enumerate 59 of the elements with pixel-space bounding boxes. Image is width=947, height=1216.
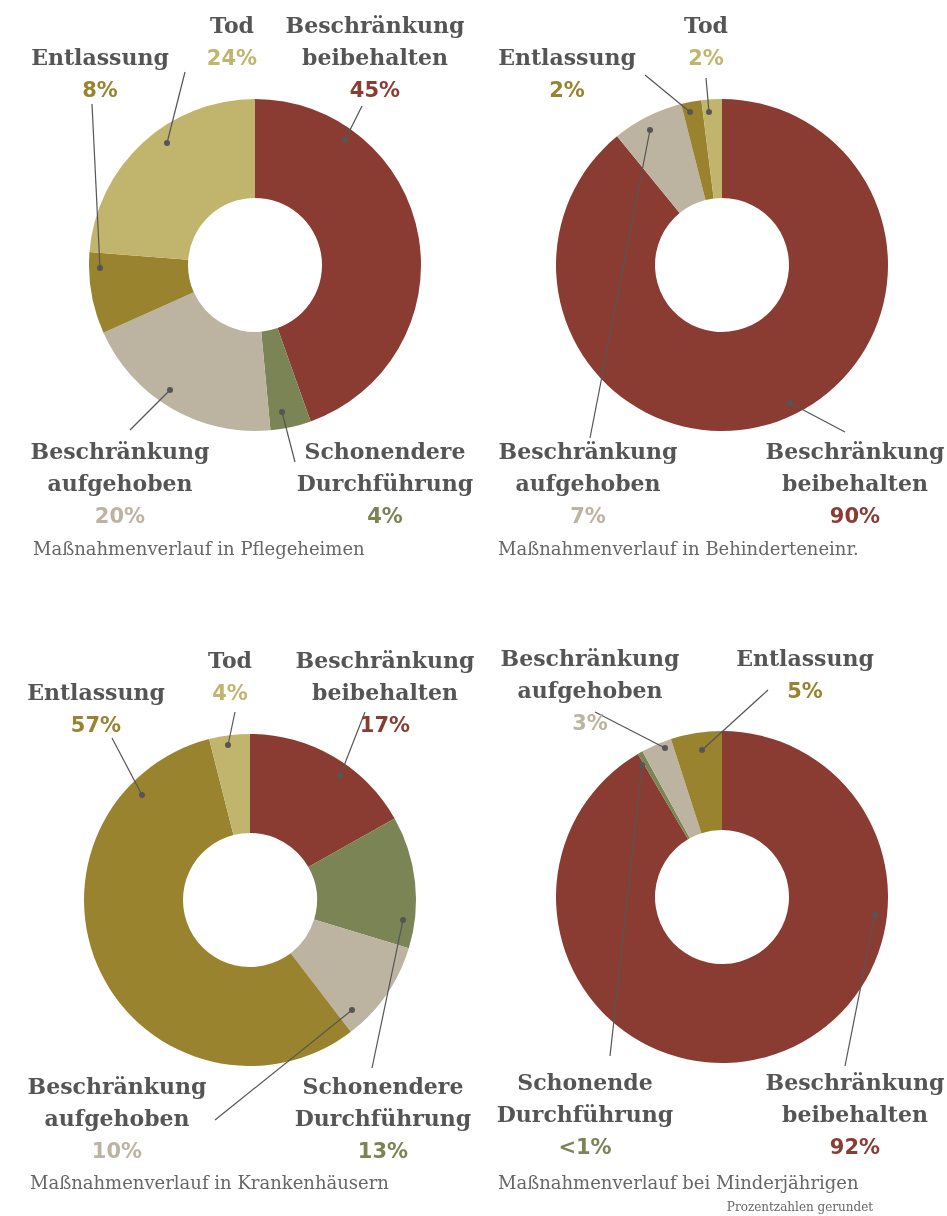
donut-slice bbox=[617, 104, 706, 214]
data-label: 17% bbox=[359, 713, 411, 737]
donut-slice bbox=[556, 99, 888, 431]
slice-label: Entlassung bbox=[31, 44, 169, 70]
slice-label: Schonendere Durchführung bbox=[294, 1073, 472, 1131]
donut-slice bbox=[670, 731, 722, 834]
data-label: 2% bbox=[688, 46, 724, 70]
data-label: 2% bbox=[549, 78, 585, 102]
slice-label: Beschränkung beibehalten bbox=[765, 438, 945, 496]
slice-label: Schonende Durchführung bbox=[496, 1069, 674, 1127]
donut-slice bbox=[290, 919, 409, 1032]
slice-label: Tod bbox=[210, 12, 254, 38]
data-label: 90% bbox=[829, 504, 881, 528]
slice-label: Beschränkung beibehalten bbox=[295, 647, 475, 705]
slice-label: Beschränkung aufgehoben bbox=[500, 645, 680, 703]
data-label: 8% bbox=[82, 78, 118, 102]
data-label: 20% bbox=[94, 504, 146, 528]
donut-slice bbox=[103, 292, 271, 431]
donut-slice bbox=[701, 99, 722, 199]
donut-slice bbox=[261, 328, 311, 431]
data-label: 4% bbox=[212, 681, 248, 705]
text: Prozentzahlen gerundet bbox=[726, 1200, 874, 1214]
data-label: 57% bbox=[70, 713, 122, 737]
donut-slice bbox=[637, 751, 690, 840]
data-label: 24% bbox=[206, 46, 258, 70]
slice-label: Entlassung bbox=[498, 44, 636, 70]
donut-slice bbox=[556, 731, 888, 1063]
donut-slice bbox=[308, 818, 416, 949]
slice-label: Beschränkung beibehalten bbox=[765, 1069, 945, 1127]
text: Maßnahmenverlauf in Behinderteneinr. bbox=[498, 538, 859, 559]
donut-slice bbox=[642, 739, 702, 839]
data-label: 5% bbox=[787, 679, 823, 703]
data-label: 45% bbox=[349, 78, 401, 102]
slice-label: Beschränkung aufgehoben bbox=[27, 1073, 207, 1131]
text: Maßnahmenverlauf bei Minderjährigen bbox=[498, 1172, 859, 1193]
data-label: 92% bbox=[829, 1135, 881, 1159]
donut-slice bbox=[255, 99, 421, 422]
slice-label: Beschränkung aufgehoben bbox=[498, 438, 678, 496]
text: Maßnahmenverlauf in Krankenhäusern bbox=[30, 1172, 390, 1193]
data-label: 4% bbox=[367, 504, 403, 528]
slice-label: Beschränkung aufgehoben bbox=[30, 438, 210, 496]
data-label: 13% bbox=[357, 1139, 409, 1163]
text: Maßnahmenverlauf in Pflegeheimen bbox=[33, 538, 366, 559]
data-label: <1% bbox=[558, 1135, 612, 1159]
slice-label: Beschränkung beibehalten bbox=[285, 12, 465, 70]
slice-label: Entlassung bbox=[27, 679, 165, 705]
data-label: 10% bbox=[91, 1139, 143, 1163]
donut-slice bbox=[84, 739, 351, 1066]
slice-label: Tod bbox=[684, 12, 728, 38]
data-label: 3% bbox=[572, 711, 608, 735]
donut-slice bbox=[89, 99, 255, 260]
donut-slice bbox=[681, 100, 714, 201]
donut-slice bbox=[89, 252, 194, 333]
slice-label: Entlassung bbox=[736, 645, 874, 671]
slice-label: Schonendere Durchführung bbox=[296, 438, 474, 496]
donut-slice bbox=[209, 734, 250, 836]
data-label: 7% bbox=[570, 504, 606, 528]
slice-label: Tod bbox=[208, 647, 252, 673]
donut-slice bbox=[250, 734, 395, 868]
